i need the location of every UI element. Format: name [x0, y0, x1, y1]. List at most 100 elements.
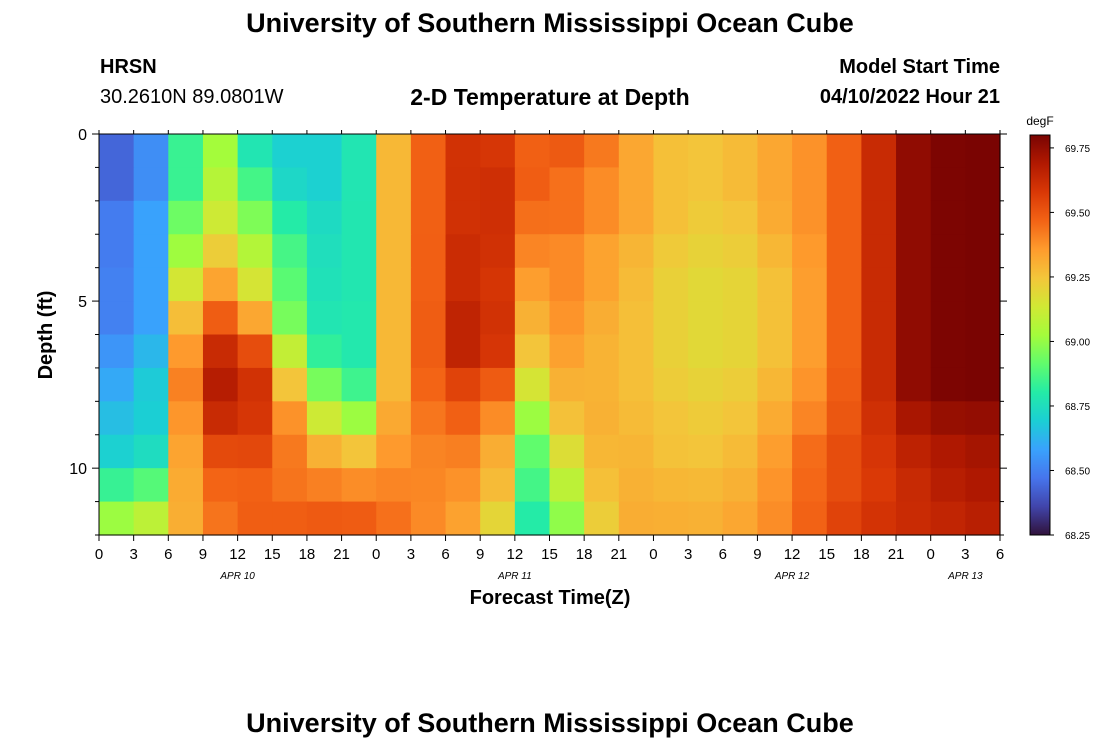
colorbar-tick-label: 68.75	[1065, 402, 1090, 413]
heatmap-cell	[306, 301, 343, 336]
heatmap-cell	[237, 234, 273, 269]
heatmap-cell	[757, 468, 793, 503]
x-tick-label: 15	[264, 546, 281, 563]
heatmap-cell	[896, 468, 932, 503]
heatmap-cell	[618, 301, 655, 336]
heatmap-cell	[930, 167, 966, 202]
heatmap-cell	[480, 200, 516, 235]
heatmap-cell	[722, 468, 759, 503]
heatmap-cell	[133, 134, 169, 169]
heatmap-cell	[341, 434, 377, 469]
heatmap-cell	[445, 267, 481, 302]
heatmap-cell	[792, 334, 828, 369]
heatmap-cell	[237, 501, 273, 536]
heatmap-cell	[168, 134, 204, 169]
heatmap-cell	[584, 468, 620, 503]
heatmap-cell	[792, 267, 828, 302]
heatmap-cell	[618, 267, 655, 302]
heatmap-cell	[202, 134, 239, 169]
heatmap-cell	[722, 367, 759, 402]
heatmap-cell	[306, 167, 343, 202]
colorbar-tick-label: 68.25	[1065, 531, 1090, 542]
heatmap-cell	[584, 367, 620, 402]
heatmap-cell	[861, 267, 897, 302]
y-tick-label: 10	[69, 461, 87, 478]
heatmap-cell	[549, 200, 585, 235]
heatmap-cell	[896, 401, 932, 436]
colorbar-tick-label: 69.25	[1065, 273, 1090, 284]
x-tick-label: 0	[372, 546, 380, 563]
heatmap-cell	[168, 367, 204, 402]
heatmap-cell	[930, 501, 966, 536]
heatmap-cell	[861, 167, 897, 202]
heatmap-cell	[202, 468, 239, 503]
heatmap-cell	[410, 234, 447, 269]
heatmap-cell	[688, 200, 724, 235]
y-axis: 0 5 10	[69, 127, 1007, 536]
heatmap-cell	[653, 167, 689, 202]
heatmap-cell	[549, 167, 585, 202]
heatmap-cell	[376, 334, 412, 369]
heatmap-cell	[618, 501, 655, 536]
heatmap-cell	[549, 501, 585, 536]
heatmap-cell	[584, 134, 620, 169]
heatmap-cell	[653, 334, 689, 369]
heatmap-cell	[341, 134, 377, 169]
heatmap-cell	[618, 401, 655, 436]
heatmap-cell	[792, 134, 828, 169]
heatmap-cell	[653, 234, 689, 269]
heatmap-cell	[792, 367, 828, 402]
heatmap-cell	[376, 468, 412, 503]
heatmap-cell	[99, 401, 135, 436]
heatmap-cell	[514, 434, 551, 469]
heatmap-cell	[445, 367, 481, 402]
heatmap-cell	[584, 434, 620, 469]
heatmap-cell	[306, 334, 343, 369]
heatmap-cell	[722, 301, 759, 336]
heatmap-cell	[237, 434, 273, 469]
heatmap-cell	[930, 200, 966, 235]
heatmap-cell	[376, 234, 412, 269]
heatmap-cell	[480, 468, 516, 503]
heatmap-cell	[237, 267, 273, 302]
heatmap-cell	[688, 367, 724, 402]
x-tick-label: 21	[888, 546, 905, 563]
heatmap-cell	[757, 434, 793, 469]
heatmap-cell	[237, 134, 273, 169]
heatmap-cell	[688, 167, 724, 202]
x-axis: 0 3 6 9 12 15 18 21 0 3 6 9 12 15 18 21 0 3 6 9 12 15 18 21 0 3 6 A…	[95, 130, 1004, 582]
heatmap-cell	[930, 468, 966, 503]
heatmap-cell	[618, 234, 655, 269]
heatmap-cell	[757, 234, 793, 269]
heatmap-cell	[376, 401, 412, 436]
heatmap-cell	[133, 301, 169, 336]
heatmap-cell	[410, 200, 447, 235]
heatmap-cell	[792, 167, 828, 202]
heatmap-cell	[168, 501, 204, 536]
heatmap-cell	[584, 200, 620, 235]
heatmap-cell	[896, 501, 932, 536]
heatmap-cell	[341, 401, 377, 436]
heatmap-cell	[168, 468, 204, 503]
x-tick-label: 12	[507, 546, 524, 563]
heatmap-cell	[272, 367, 308, 402]
heatmap-cell	[480, 167, 516, 202]
heatmap-cell	[618, 334, 655, 369]
heatmap-cell	[237, 401, 273, 436]
heatmap-cell	[965, 134, 1001, 169]
colorbar-unit-label: degF	[1026, 114, 1053, 128]
heatmap-cell	[688, 134, 724, 169]
heatmap-cell	[965, 301, 1001, 336]
heatmap-cell	[445, 134, 481, 169]
heatmap-cell	[688, 501, 724, 536]
heatmap-cell	[653, 401, 689, 436]
heatmap-cell	[445, 301, 481, 336]
heatmap-cell	[549, 334, 585, 369]
heatmap-cell	[237, 367, 273, 402]
heatmap-cell	[272, 501, 308, 536]
heatmap-cell	[99, 234, 135, 269]
heatmap-cell	[549, 234, 585, 269]
heatmap-cell	[237, 301, 273, 336]
heatmap-cell	[99, 434, 135, 469]
heatmap-cell	[653, 267, 689, 302]
